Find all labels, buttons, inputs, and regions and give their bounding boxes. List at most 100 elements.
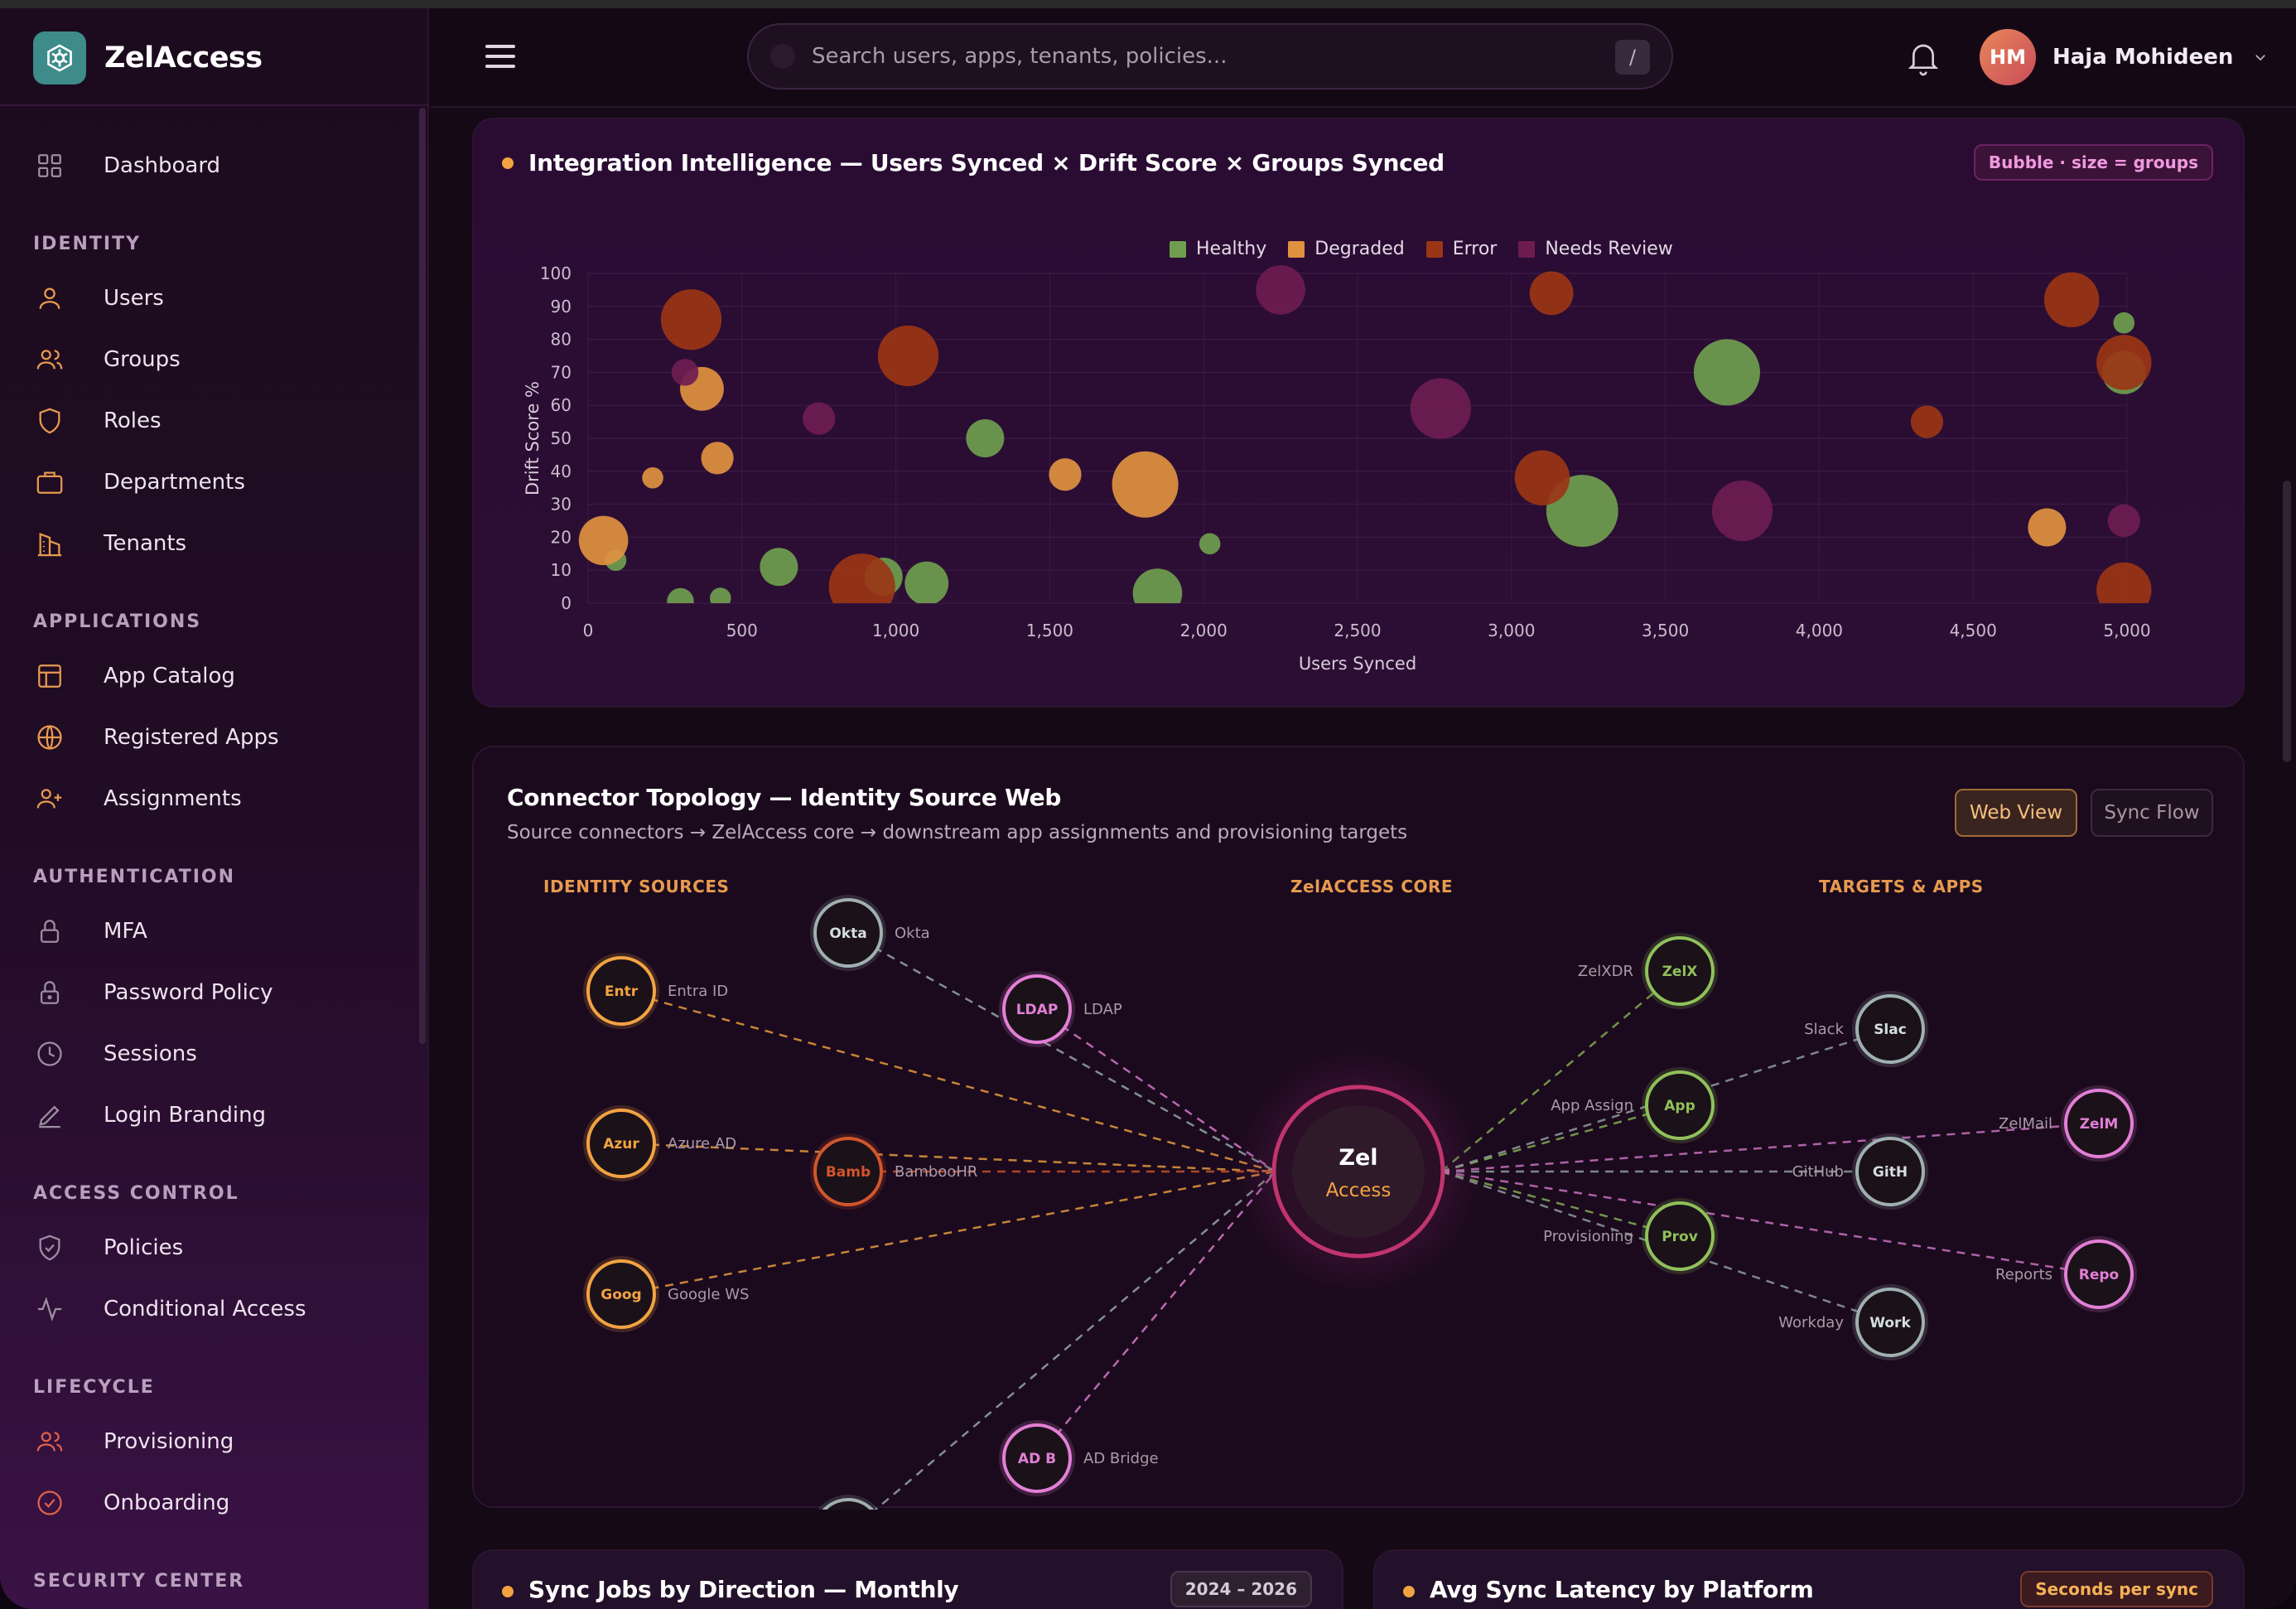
sidebar-item-registered-apps[interactable]: Registered Apps <box>33 714 279 761</box>
target-node-gith[interactable]: GitH GitHub <box>1792 1133 1928 1210</box>
bubble-degraded[interactable] <box>1049 458 1082 491</box>
sync-flow-button[interactable]: Sync Flow <box>2091 789 2213 837</box>
bubble-healthy[interactable] <box>904 561 949 606</box>
legend-item-error[interactable]: Error <box>1425 239 1497 259</box>
target-node-repo[interactable]: Repo Reports <box>1995 1236 2137 1312</box>
bubble-degraded[interactable] <box>642 466 663 489</box>
target-node-app[interactable]: App App Assign <box>1551 1067 1718 1143</box>
bubble-error[interactable] <box>1514 450 1570 505</box>
bubble-healthy[interactable] <box>1132 568 1183 618</box>
source-node-entr[interactable]: Entr Entra ID <box>583 953 728 1029</box>
target-edge <box>1440 1027 1891 1173</box>
bubble-error[interactable] <box>660 289 722 350</box>
bubble-healthy[interactable] <box>1199 533 1221 555</box>
bubble-degraded[interactable] <box>701 442 734 475</box>
sidebar-item-password-policy[interactable]: Password Policy <box>33 969 273 1016</box>
bubble-needs-review[interactable] <box>2107 504 2140 538</box>
sidebar-scrollbar[interactable] <box>419 108 426 1044</box>
sidebar-item-policies[interactable]: Policies <box>33 1225 183 1271</box>
target-node-zelm[interactable]: ZelM ZelMail <box>1999 1085 2137 1162</box>
node-short-label: ZelM <box>2080 1116 2119 1133</box>
bubble-error[interactable] <box>1910 405 1944 438</box>
source-node-goog[interactable]: Goog Google WS <box>583 1256 749 1332</box>
node-short-label: Goog <box>601 1287 641 1303</box>
legend-item-healthy[interactable]: Healthy <box>1170 239 1266 259</box>
source-node-ad-b[interactable]: AD B AD Bridge <box>999 1420 1159 1496</box>
legend-item-degraded[interactable]: Degraded <box>1288 239 1405 259</box>
sidebar-item-label: Login Branding <box>104 1103 267 1128</box>
sidebar-item-provisioning[interactable]: Provisioning <box>33 1418 234 1465</box>
chart-legend: Healthy Degraded Error Needs Review <box>1170 239 1673 259</box>
node-label: Provisioning <box>1543 1228 1633 1245</box>
node-circle <box>1855 1288 1925 1357</box>
bubble-healthy[interactable] <box>966 419 1005 457</box>
source-node-scim[interactable]: SCIMSCIM <box>810 1495 932 1510</box>
bubble-needs-review[interactable] <box>1256 265 1305 315</box>
bubble-degraded[interactable] <box>578 515 629 566</box>
bubble-needs-review[interactable] <box>1410 378 1471 439</box>
y-tick-label: 20 <box>551 527 572 547</box>
search-bar[interactable]: / <box>747 23 1673 89</box>
bubble-healthy[interactable] <box>709 587 731 609</box>
bubble-degraded[interactable] <box>2028 508 2067 547</box>
sidebar-item-users[interactable]: Users <box>33 275 164 321</box>
source-node-bamb[interactable]: Bamb BambooHR <box>810 1133 977 1210</box>
target-node-work[interactable]: Work Workday <box>1778 1284 1928 1360</box>
bubble-healthy[interactable] <box>760 548 798 587</box>
sidebar-item-app-catalog[interactable]: App Catalog <box>33 653 235 699</box>
sidebar-item-conditional-access[interactable]: Conditional Access <box>33 1286 306 1332</box>
legend-item-needs-review[interactable]: Needs Review <box>1518 239 1673 259</box>
node-label: BambooHR <box>895 1163 977 1181</box>
section-identity: IDENTITY <box>33 234 142 254</box>
bubble-error[interactable] <box>828 553 895 620</box>
bubble-error[interactable] <box>877 325 939 387</box>
sidebar-item-label: Dashboard <box>104 153 221 178</box>
web-view-button[interactable]: Web View <box>1955 789 2077 837</box>
x-tick-label: 2,500 <box>1334 621 1381 640</box>
section-access-control: ACCESS CONTROL <box>33 1183 239 1204</box>
sidebar-item-sessions[interactable]: Sessions <box>33 1031 197 1077</box>
x-tick-label: 500 <box>726 621 758 640</box>
bubble-healthy[interactable] <box>1693 339 1760 406</box>
bubble-needs-review[interactable] <box>671 359 699 386</box>
source-node-ldap[interactable]: LDAP LDAP <box>999 971 1122 1047</box>
sidebar-item-departments[interactable]: Departments <box>33 459 245 505</box>
main-scrollbar[interactable] <box>2283 481 2291 762</box>
brand[interactable]: ZelAccess <box>33 31 263 85</box>
bubble-needs-review[interactable] <box>1711 480 1773 542</box>
sidebar-item-groups[interactable]: Groups <box>33 336 181 383</box>
bubble-healthy[interactable] <box>667 587 694 615</box>
bell-icon[interactable] <box>1907 40 1940 76</box>
target-edge <box>1440 1122 2100 1173</box>
source-node-okta[interactable]: Okta Okta <box>810 895 930 971</box>
user-menu[interactable]: HM Haja Mohideen <box>1980 28 2268 86</box>
sidebar-item-login-branding[interactable]: Login Branding <box>33 1092 266 1138</box>
status-dot <box>502 157 514 169</box>
sidebar-item-label: Users <box>104 286 164 311</box>
target-node-prov[interactable]: Prov Provisioning <box>1543 1198 1718 1274</box>
bubble-healthy[interactable] <box>2113 312 2135 334</box>
target-node-zelx[interactable]: ZelX ZelXDR <box>1578 933 1718 1009</box>
menu-icon[interactable] <box>485 45 515 71</box>
search-input[interactable] <box>812 44 1607 69</box>
target-node-slac[interactable]: Slac Slack <box>1804 991 1928 1067</box>
bubble-needs-review[interactable] <box>803 402 836 435</box>
node-short-label: App <box>1664 1098 1695 1114</box>
bubble-error[interactable] <box>2043 272 2100 328</box>
sidebar-item-assignments[interactable]: Assignments <box>33 776 242 822</box>
node-circle <box>1855 994 1925 1064</box>
status-dot <box>502 1586 514 1597</box>
y-tick-label: 10 <box>551 560 572 580</box>
bubble-error[interactable] <box>2096 335 2152 390</box>
shortcut-key: / <box>1615 40 1650 75</box>
sidebar-item-dashboard[interactable]: Dashboard <box>33 143 220 189</box>
sidebar-item-tenants[interactable]: Tenants <box>33 520 186 567</box>
bubble-error[interactable] <box>1529 271 1574 316</box>
sidebar-item-onboarding[interactable]: Onboarding <box>33 1480 229 1526</box>
legend-swatch <box>1518 240 1536 258</box>
bubble-error[interactable] <box>2096 562 2152 617</box>
sidebar-item-mfa[interactable]: MFA <box>33 908 147 954</box>
bubble-degraded[interactable] <box>1112 451 1179 518</box>
source-node-azur[interactable]: Azur Azure AD <box>583 1105 736 1181</box>
sidebar-item-roles[interactable]: Roles <box>33 398 162 444</box>
